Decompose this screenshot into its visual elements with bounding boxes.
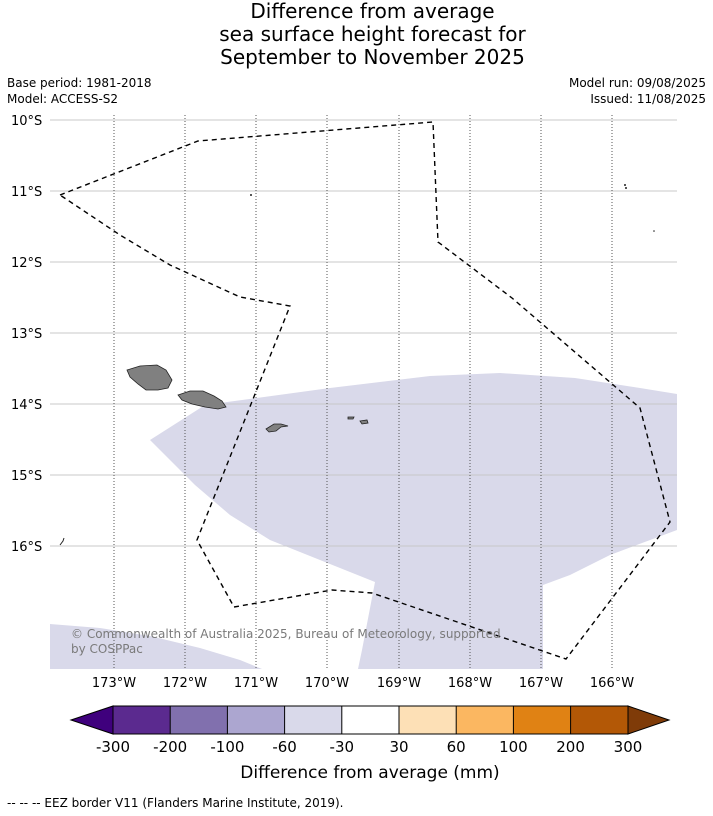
colorbar-under-arrow	[69, 705, 114, 735]
longitude-gridlines	[113, 115, 613, 669]
anomaly-fill-main	[150, 373, 677, 669]
lon-label-173w: 173°W	[92, 676, 136, 691]
colorbar-bin-2	[170, 706, 228, 734]
colorbar-label-m200: -200	[153, 738, 187, 756]
colorbar-bin-7	[456, 706, 514, 734]
title-line-3: September to November 2025	[220, 45, 525, 69]
colorbar-label-m60: -60	[272, 738, 297, 756]
colorbar-label-m300: -300	[96, 738, 130, 756]
colorbar-label-30: 30	[389, 738, 408, 756]
lon-label-171w: 171°W	[234, 676, 278, 691]
colorbar-bin-3	[227, 706, 285, 734]
colorbar-bin-4	[284, 706, 342, 734]
lat-label-13s: 13°S	[11, 327, 42, 342]
colorbar-bin-1	[113, 706, 171, 734]
lat-label-16s: 16°S	[11, 540, 42, 555]
lon-label-168w: 168°W	[448, 676, 492, 691]
latitude-gridlines	[50, 119, 677, 547]
colorbar-label-m30: -30	[330, 738, 355, 756]
tau-island	[359, 419, 369, 425]
map-title: Difference from average sea surface heig…	[0, 0, 713, 69]
lat-label-14s: 14°S	[11, 398, 42, 413]
eez-border	[58, 121, 671, 660]
colorbar-bin-8	[513, 706, 571, 734]
title-line-1: Difference from average	[250, 0, 495, 23]
lat-label-15s: 15°S	[11, 469, 42, 484]
upolu-island	[177, 390, 227, 410]
lat-label-10s: 10°S	[11, 114, 42, 129]
colorbar-label-200: 200	[556, 738, 585, 756]
colorbar-bin-5	[341, 706, 399, 734]
colorbar-label-m100: -100	[210, 738, 244, 756]
colorbar-bin-9	[570, 706, 628, 734]
latitude-labels: 10°S 11°S 12°S 13°S 14°S 15°S 16°S	[11, 114, 42, 555]
lon-label-172w: 172°W	[163, 676, 207, 691]
longitude-labels: 173°W 172°W 171°W 170°W 169°W 168°W 167°…	[92, 676, 634, 691]
savaii-island	[126, 364, 173, 391]
colorbar-over-arrow	[627, 705, 671, 735]
colorbar-label-300: 300	[614, 738, 643, 756]
base-period: Base period: 1981-2018	[7, 76, 152, 90]
lat-label-12s: 12°S	[11, 256, 42, 271]
colorbar-label-100: 100	[499, 738, 528, 756]
colorbar-title: Difference from average (mm)	[240, 763, 499, 783]
colorbar: -300 -200 -100 -60 -30 30 60 100 200 300…	[69, 705, 671, 783]
lon-label-166w: 166°W	[590, 676, 634, 691]
ofu-island	[347, 416, 355, 420]
lon-label-170w: 170°W	[305, 676, 349, 691]
tutuila-island	[265, 423, 289, 433]
lon-label-167w: 167°W	[519, 676, 563, 691]
issued-date: Issued: 11/08/2025	[590, 92, 706, 106]
eez-footnote: -- -- -- EEZ border V11 (Flanders Marine…	[7, 796, 344, 810]
lat-label-11s: 11°S	[11, 185, 42, 200]
model-run: Model run: 09/08/2025	[568, 76, 706, 90]
lon-label-169w: 169°W	[377, 676, 421, 691]
colorbar-label-60: 60	[447, 738, 466, 756]
model-name: Model: ACCESS-S2	[7, 92, 119, 106]
meta-right: Model run: 09/08/2025 Issued: 11/08/2025	[569, 75, 706, 107]
anomaly-fill-corner	[50, 624, 262, 669]
land-masses	[59, 184, 655, 546]
title-line-2: sea surface height forecast for	[219, 22, 526, 46]
colorbar-bin-6	[399, 706, 457, 734]
anomaly-region	[50, 373, 677, 669]
copyright-line-2: by COSPPac	[71, 642, 143, 656]
copyright-line-1: © Commonwealth of Australia 2025, Bureau…	[71, 627, 501, 641]
meta-left: Base period: 1981-2018 Model: ACCESS-S2	[7, 75, 152, 107]
